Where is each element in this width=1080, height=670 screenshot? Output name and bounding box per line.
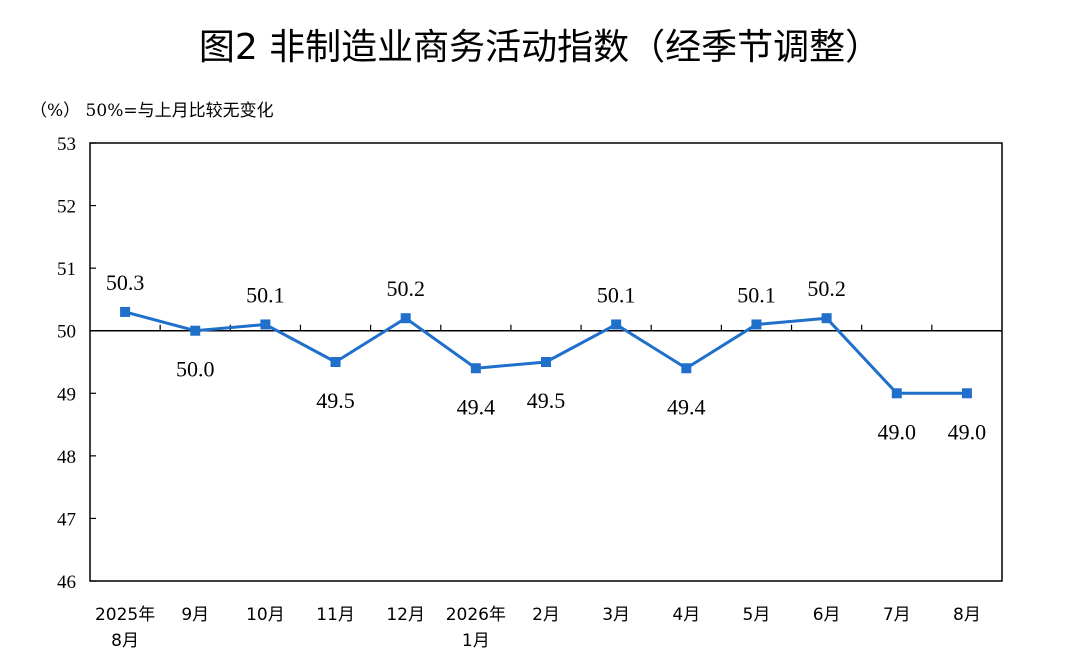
- data-point: [400, 313, 411, 324]
- x-tick-label: 5月: [743, 605, 771, 625]
- data-point: [330, 357, 341, 367]
- y-tick-label: 46: [57, 572, 76, 593]
- data-label: 50.1: [597, 282, 636, 307]
- data-label: 50.3: [106, 270, 145, 295]
- x-tick-label: 2026年: [446, 605, 506, 625]
- data-point: [891, 388, 902, 399]
- data-label: 49.5: [316, 388, 355, 413]
- data-label: 50.2: [386, 276, 425, 301]
- data-label: 50.2: [807, 276, 846, 301]
- x-tick-label: 4月: [672, 605, 700, 625]
- data-point: [611, 319, 622, 330]
- data-label: 50.1: [246, 282, 285, 307]
- data-point: [681, 363, 692, 374]
- series-line: [124, 310, 967, 395]
- y-tick-label: 53: [57, 134, 76, 155]
- data-point: [190, 325, 201, 336]
- chart-title: 图2 非制造业商务活动指数（经季节调整）: [198, 27, 882, 68]
- y-tick-label: 51: [57, 259, 76, 280]
- data-point: [821, 313, 832, 324]
- data-label: 50.0: [176, 357, 215, 382]
- plot-frame: [89, 142, 1003, 582]
- data-label: 49.4: [667, 394, 706, 419]
- y-tick-label: 48: [57, 447, 76, 468]
- x-tick-label: 9月: [181, 605, 209, 625]
- x-tick-label: 12月: [386, 605, 425, 625]
- data-point: [470, 363, 481, 374]
- data-point: [120, 306, 131, 317]
- x-tick-label: 2025年: [95, 605, 155, 625]
- x-tick-label: 11月: [316, 605, 355, 625]
- data-label: 49.4: [457, 394, 496, 419]
- x-tick-label: 3月: [602, 605, 630, 625]
- data-point: [260, 319, 271, 330]
- x-tick-label: 8月: [953, 605, 981, 625]
- data-label: 49.5: [527, 388, 566, 413]
- x-tick-label: 10月: [246, 605, 285, 625]
- data-point: [961, 388, 972, 399]
- data-point: [541, 357, 551, 367]
- y-tick-label: 49: [57, 384, 76, 405]
- data-label: 49.0: [878, 419, 917, 444]
- x-tick-label: 6月: [813, 605, 841, 625]
- data-point: [751, 319, 762, 330]
- unit-note: （%） 50%=与上月比较无变化: [30, 101, 274, 121]
- y-tick-label: 52: [57, 197, 76, 218]
- y-tick-label: 47: [57, 509, 76, 530]
- data-label: 49.0: [948, 419, 987, 444]
- x-tick-label: 8月: [111, 631, 139, 651]
- x-tick-label: 2月: [532, 605, 560, 625]
- y-tick-label: 50: [57, 322, 76, 343]
- x-tick-label: 1月: [462, 631, 490, 651]
- x-tick-label: 7月: [883, 605, 911, 625]
- data-label: 50.1: [737, 282, 776, 307]
